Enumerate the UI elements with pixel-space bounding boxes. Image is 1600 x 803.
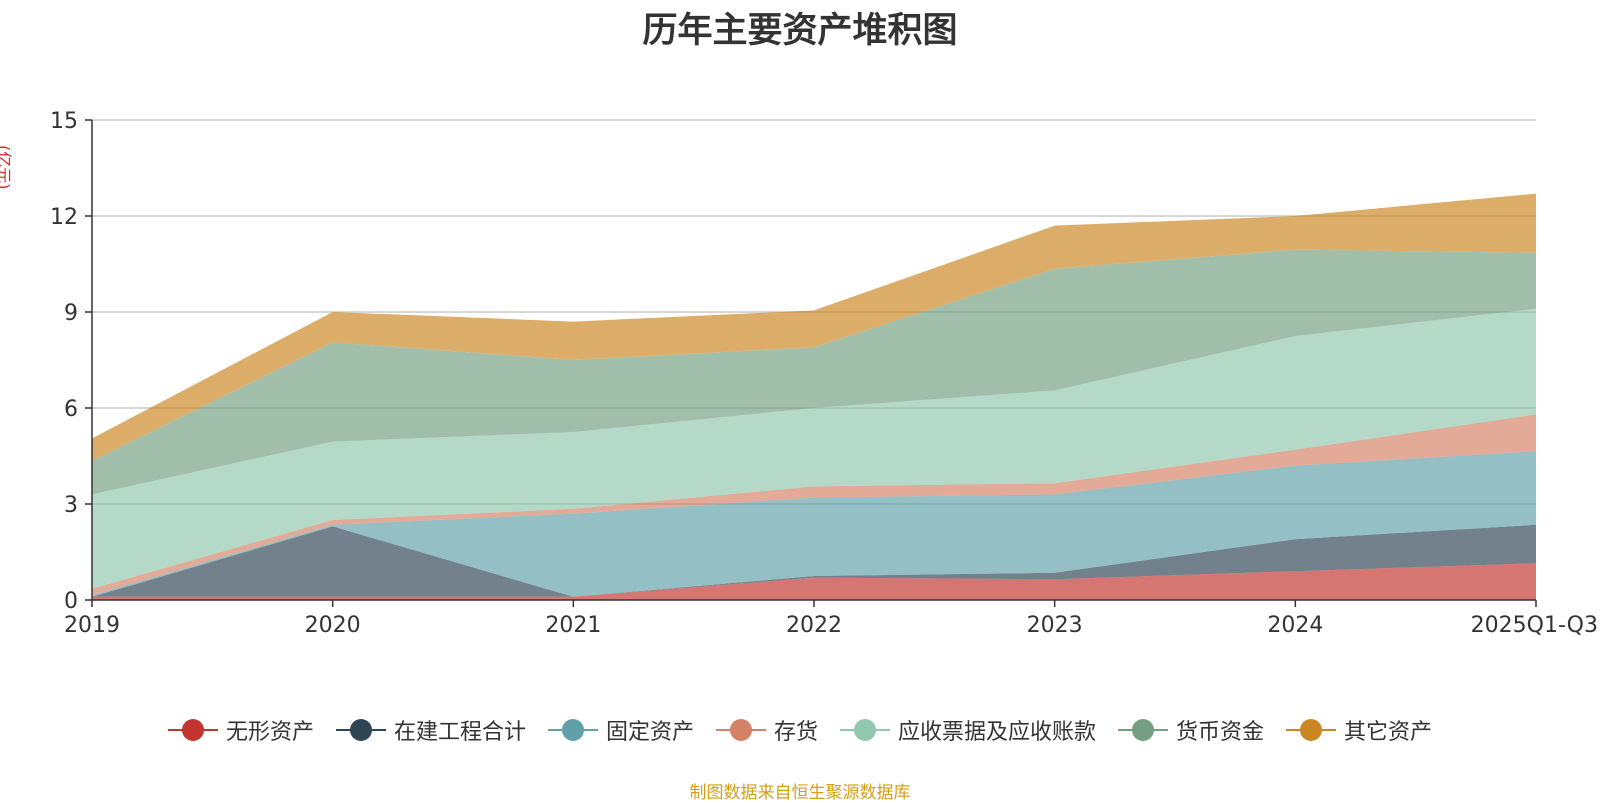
y-tick-label: 0 xyxy=(64,589,78,614)
legend-marker-icon xyxy=(1286,717,1337,743)
legend-marker-icon xyxy=(335,717,386,743)
legend-marker-icon xyxy=(167,717,218,743)
x-tick-label: 2019 xyxy=(64,613,120,638)
legend-item-6[interactable]: 货币资金 xyxy=(1118,714,1264,746)
x-tick-label: 2021 xyxy=(545,613,601,638)
x-tick-label: 2020 xyxy=(305,613,361,638)
area-series-3[interactable] xyxy=(92,451,1536,597)
legend-label: 存货 xyxy=(773,720,818,745)
y-tick-label: 3 xyxy=(64,493,78,518)
y-tick-label: 9 xyxy=(64,301,78,326)
legend: 无形资产 在建工程合计 固定资产 存货 应收票据及应收账款 货币资金 其它资产 xyxy=(0,714,1600,746)
legend-label: 在建工程合计 xyxy=(393,720,526,745)
legend-marker-icon xyxy=(840,717,890,743)
area-series-1[interactable] xyxy=(92,563,1536,600)
legend-label: 固定资产 xyxy=(605,720,694,745)
y-tick-label: 6 xyxy=(64,397,78,422)
area-series-2[interactable] xyxy=(92,524,1536,597)
axes xyxy=(85,119,1537,607)
y-tick-label: 15 xyxy=(50,109,78,134)
legend-marker-icon xyxy=(1118,717,1169,743)
source-note: 制图数据来自恒生聚源数据库 xyxy=(689,783,911,803)
legend-item-5[interactable]: 应收票据及应收账款 xyxy=(840,714,1096,746)
area-series-7[interactable] xyxy=(92,193,1536,461)
stacked-area-chart: 0 3 6 9 12 15 2019 2020 2021 2022 2023 2024 2025Q1-Q… xyxy=(50,109,1598,638)
area-series xyxy=(92,193,1536,600)
legend-item-1[interactable]: 无形资产 xyxy=(167,714,314,746)
x-tick-label: 2023 xyxy=(1027,613,1083,638)
legend-marker-icon xyxy=(715,717,766,743)
legend-item-4[interactable]: 存货 xyxy=(715,714,818,746)
y-tick-label: 12 xyxy=(50,205,78,230)
legend-label: 应收票据及应收账款 xyxy=(898,720,1097,745)
x-tick-label: 2025Q1-Q3 xyxy=(1471,613,1598,638)
tick-labels: 0 3 6 9 12 15 2019 2020 2021 2022 2023 2024 2025Q1-Q… xyxy=(50,109,1598,638)
chart-title: 历年主要资产堆积图 xyxy=(642,11,958,51)
legend-label: 其它资产 xyxy=(1344,720,1433,745)
legend-label: 无形资产 xyxy=(225,720,314,745)
area-series-6[interactable] xyxy=(92,249,1536,495)
x-tick-label: 2022 xyxy=(786,613,842,638)
legend-item-3[interactable]: 固定资产 xyxy=(547,714,694,746)
area-series-5[interactable] xyxy=(92,308,1536,589)
x-tick-label: 2024 xyxy=(1267,613,1323,638)
legend-item-7[interactable]: 其它资产 xyxy=(1286,714,1432,746)
legend-marker-icon xyxy=(547,717,598,743)
legend-label: 货币资金 xyxy=(1176,720,1265,745)
legend-item-2[interactable]: 在建工程合计 xyxy=(335,714,526,746)
